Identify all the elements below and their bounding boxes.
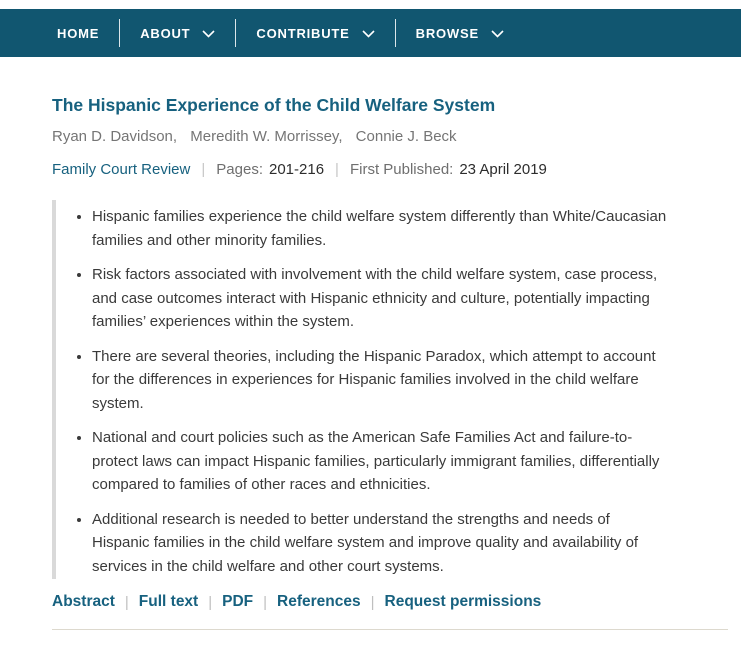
meta-separator: | xyxy=(335,161,339,178)
nav-item-label: HOME xyxy=(57,25,100,41)
article-entry: The Hispanic Experience of the Child Wel… xyxy=(0,94,741,630)
request-permissions-link[interactable]: Request permissions xyxy=(384,593,542,610)
link-separator: | xyxy=(124,593,129,611)
nav-item-contribute[interactable]: CONTRIBUTE xyxy=(236,9,394,57)
highlight-item: National and court policies such as the … xyxy=(92,426,668,497)
article-meta: Family Court Review | Pages: 201-216 | F… xyxy=(52,159,728,180)
abstract-link[interactable]: Abstract xyxy=(52,593,115,610)
link-separator: | xyxy=(208,593,213,611)
highlight-item: Risk factors associated with involvement… xyxy=(92,263,668,334)
highlight-item: Hispanic families experience the child w… xyxy=(92,205,668,252)
first-published-label: First Published: xyxy=(349,161,454,178)
first-published-value: 23 April 2019 xyxy=(459,161,547,178)
pages-label: Pages: xyxy=(216,161,263,178)
nav-item-browse[interactable]: BROWSE xyxy=(396,9,524,57)
author-name: Meredith W. Morrissey xyxy=(190,128,342,145)
nav-item-label: ABOUT xyxy=(140,25,191,41)
nav-item-label: BROWSE xyxy=(415,25,479,41)
article-highlights: Hispanic families experience the child w… xyxy=(52,200,728,579)
link-separator: | xyxy=(263,593,268,611)
highlights-list: Hispanic families experience the child w… xyxy=(72,205,728,578)
nav-item-label: CONTRIBUTE xyxy=(256,25,350,41)
author-name: Connie J. Beck xyxy=(355,128,457,145)
references-link[interactable]: References xyxy=(277,593,361,610)
section-divider xyxy=(52,629,728,630)
nav-separator xyxy=(235,19,237,47)
chevron-down-icon xyxy=(202,30,215,38)
article-action-links: Abstract | Full text | PDF | References … xyxy=(52,593,728,611)
journal-title-link[interactable]: Family Court Review xyxy=(52,161,191,178)
author-list: Ryan D. Davidson Meredith W. Morrissey C… xyxy=(52,127,728,147)
highlight-item: There are several theories, including th… xyxy=(92,345,668,416)
pages-value: 201-216 xyxy=(268,161,325,178)
author-name: Ryan D. Davidson xyxy=(52,128,177,145)
nav-separator xyxy=(394,19,396,47)
nav-item-about[interactable]: ABOUT xyxy=(120,9,235,57)
article-title[interactable]: The Hispanic Experience of the Child Wel… xyxy=(52,95,496,115)
nav-separator xyxy=(119,19,121,47)
top-strip xyxy=(0,0,741,9)
link-separator: | xyxy=(370,593,375,611)
main-navigation: HOME ABOUT CONTRIBUTE BROWSE xyxy=(0,9,741,57)
chevron-down-icon xyxy=(362,30,375,38)
pdf-link[interactable]: PDF xyxy=(222,593,254,610)
meta-separator: | xyxy=(201,161,206,178)
highlight-item: Additional research is needed to better … xyxy=(92,508,668,579)
chevron-down-icon xyxy=(491,30,504,38)
full-text-link[interactable]: Full text xyxy=(138,593,199,610)
nav-item-home[interactable]: HOME xyxy=(37,9,119,57)
